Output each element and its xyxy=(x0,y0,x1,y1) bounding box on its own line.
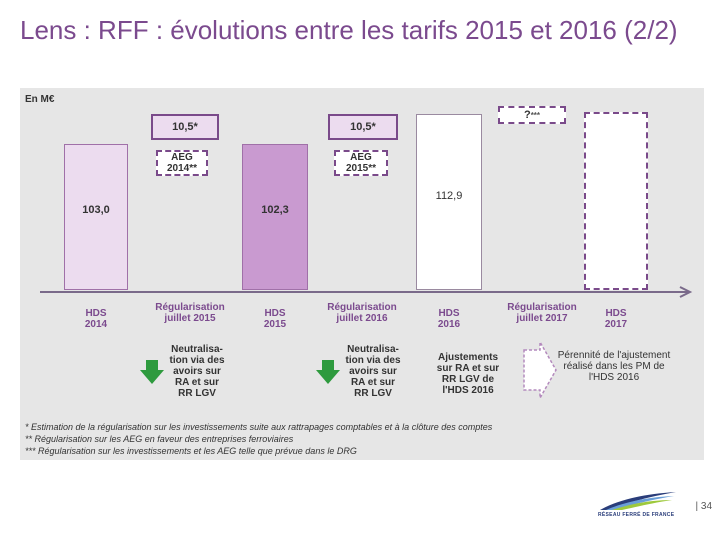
timeline-regularisation-2017: Régularisation juillet 2017 xyxy=(507,302,577,324)
bar-hds-2014-value: 103,0 xyxy=(82,204,110,216)
footnote-2: ** Régularisation sur les AEG en faveur … xyxy=(25,434,294,444)
logo-text: RÉSEAU FERRÉ DE FRANCE xyxy=(598,512,675,518)
regularisation-2015-box: 10,5* xyxy=(151,114,219,140)
timeline-hds-2015: HDS 2015 xyxy=(263,308,287,330)
diagram-panel: En M€ 103,0 10,5* AEG 2014** 102,3 10,5*… xyxy=(20,88,704,460)
rff-logo-icon xyxy=(600,492,676,510)
green-arrow-1-icon xyxy=(140,360,164,384)
bar-hds-2017 xyxy=(584,112,648,290)
bar-hds-2016 xyxy=(416,114,482,290)
aeg-2015-box: AEG 2015** xyxy=(334,150,388,176)
bar-hds-2015 xyxy=(242,144,308,290)
green-arrow-2-icon xyxy=(316,360,340,384)
aeg-2015-label: AEG xyxy=(350,152,372,163)
bar-hds-2015-value: 102,3 xyxy=(261,204,289,216)
timeline-hds-2017: HDS 2017 xyxy=(604,308,628,330)
bar-hds-2016-value: 112,9 xyxy=(435,190,463,202)
note-neutralisation-2015: Neutralisa-tion via des avoirs sur RA et … xyxy=(169,344,225,399)
unit-label: En M€ xyxy=(25,94,55,105)
timeline-hds-2014: HDS 2014 xyxy=(84,308,108,330)
aeg-2014-year: 2014** xyxy=(166,163,198,174)
note-neutralisation-2016: Neutralisa-tion via des avoirs sur RA et … xyxy=(345,344,401,399)
chevron-arrow-icon xyxy=(523,340,557,400)
timeline-regularisation-2016: Régularisation juillet 2016 xyxy=(327,302,397,324)
regularisation-2016-box: 10,5* xyxy=(328,114,398,140)
aeg-2015-year: 2015** xyxy=(345,163,377,174)
timeline-axis xyxy=(40,286,693,298)
note-perennite: Pérennité de l'ajustement réalisé dans le… xyxy=(557,350,671,383)
aeg-2014-box: AEG 2014** xyxy=(156,150,208,176)
aeg-2014-label: AEG xyxy=(171,152,193,163)
regularisation-2017-box: ? *** xyxy=(498,106,566,124)
footnote-3: *** Régularisation sur les investissemen… xyxy=(25,446,357,456)
bar-hds-2014 xyxy=(64,144,128,290)
page-number: | 34 xyxy=(695,501,713,512)
footnote-1: * Estimation de la régularisation sur le… xyxy=(25,422,493,432)
timeline-regularisation-2015: Régularisation juillet 2015 xyxy=(155,302,225,324)
page-title: Lens : RFF : évolutions entre les tarifs… xyxy=(20,15,678,45)
note-ajustements-2016: Ajustements sur RA et sur RR LGV de l'HDS … xyxy=(436,352,500,396)
timeline-hds-2016: HDS 2016 xyxy=(437,308,461,330)
